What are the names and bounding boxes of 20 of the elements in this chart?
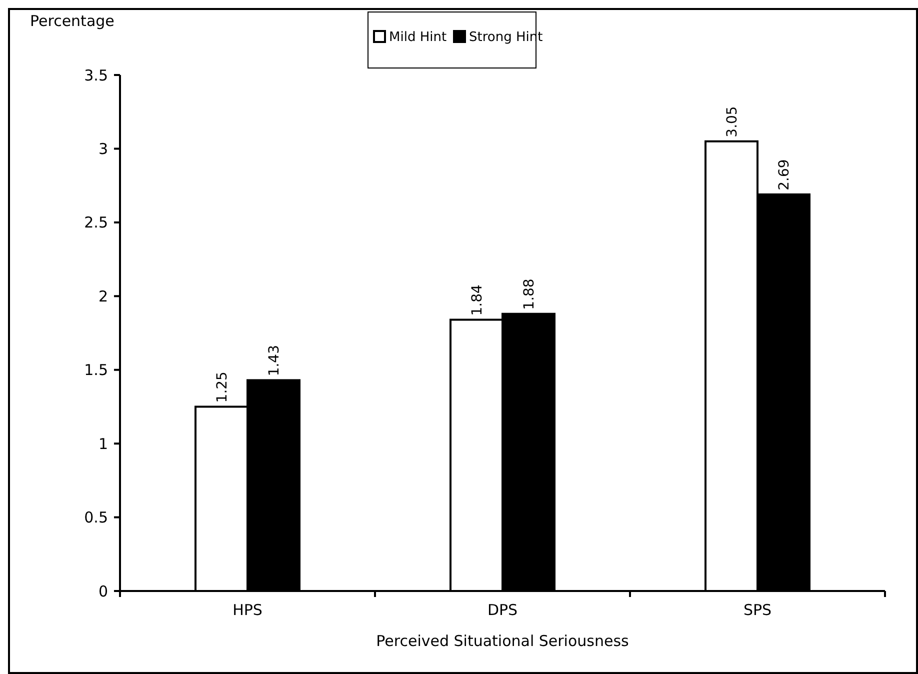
- x-axis-title: Perceived Situational Seriousness: [376, 632, 630, 650]
- data-label: 1.43: [266, 345, 282, 376]
- x-tick-label: SPS: [743, 601, 772, 619]
- y-tick-label: 2.5: [84, 214, 108, 232]
- y-tick-label: 0: [98, 582, 108, 600]
- y-tick-label: 0.5: [84, 508, 108, 527]
- y-tick-label: 3.5: [84, 66, 108, 84]
- y-tick-label: 1.5: [84, 361, 108, 380]
- x-tick-label: DPS: [487, 601, 518, 619]
- x-tick-label: HPS: [232, 601, 262, 619]
- data-label: 3.05: [724, 106, 740, 138]
- data-label: 2.69: [776, 159, 792, 190]
- data-label: 1.25: [214, 372, 230, 403]
- y-tick-label: 1: [98, 434, 108, 453]
- y-tick-label: 2: [98, 287, 108, 306]
- legend-label: Mild Hint: [389, 30, 447, 45]
- y-tick-label: 3: [98, 140, 108, 158]
- y-axis-title: Percentage: [30, 12, 114, 30]
- data-label: 1.84: [470, 284, 486, 316]
- data-label: 1.88: [522, 278, 538, 310]
